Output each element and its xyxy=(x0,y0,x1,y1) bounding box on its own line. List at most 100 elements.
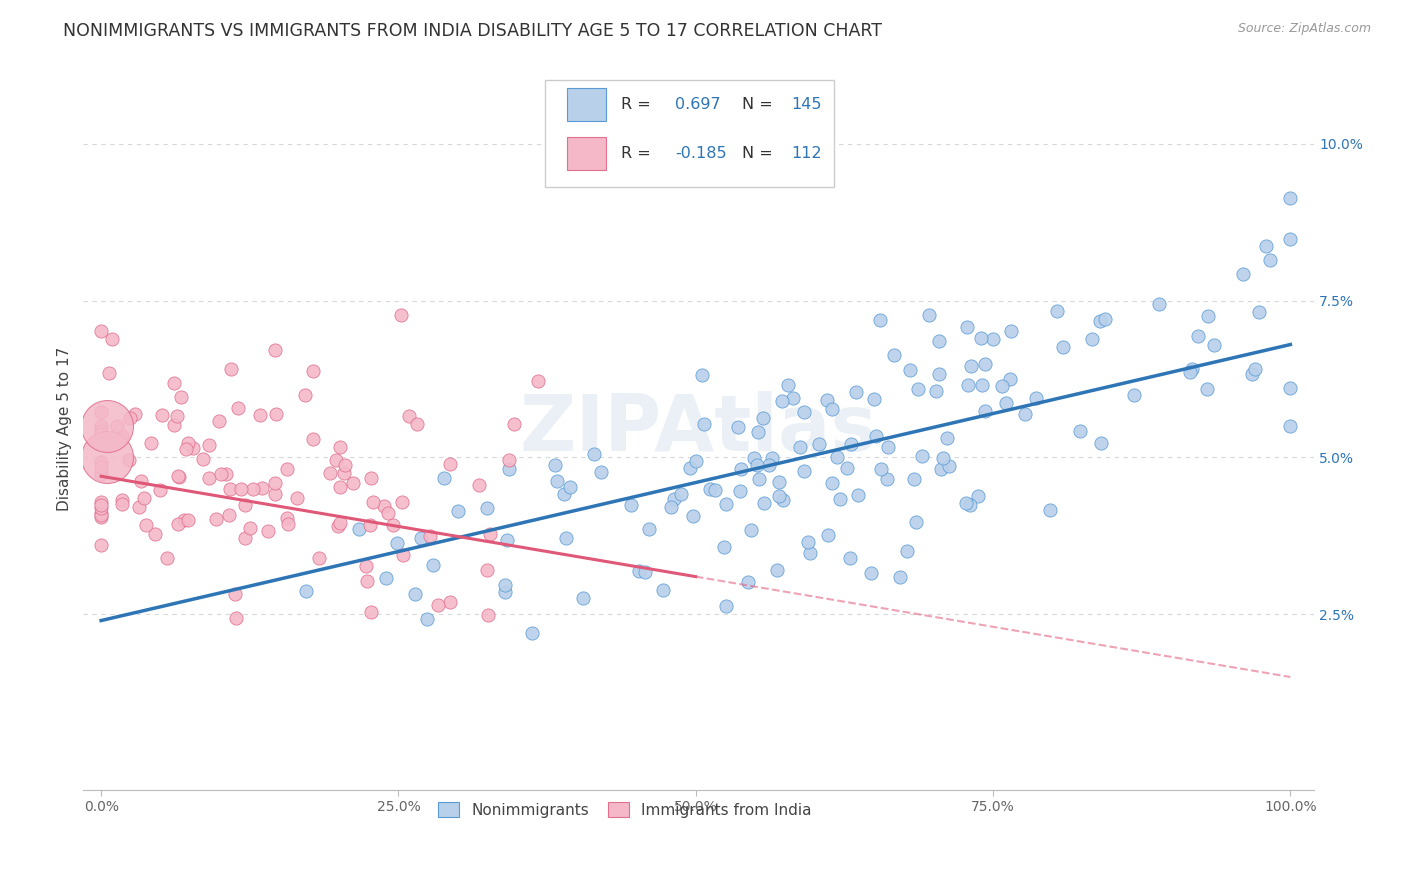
Point xyxy=(765,563,787,577)
Point xyxy=(389,308,412,322)
Point xyxy=(1204,338,1226,352)
Point xyxy=(716,497,738,511)
Point xyxy=(1090,436,1112,450)
Text: 145: 145 xyxy=(792,97,821,112)
Point xyxy=(555,531,578,545)
Point xyxy=(911,449,934,463)
Point xyxy=(333,466,356,480)
Point xyxy=(411,531,433,545)
Point xyxy=(1039,503,1062,517)
Point xyxy=(782,391,804,405)
Point xyxy=(883,348,905,362)
Point xyxy=(1279,419,1302,434)
Point xyxy=(651,582,673,597)
Point xyxy=(252,482,274,496)
Point xyxy=(342,476,364,491)
Point xyxy=(349,522,371,536)
Point xyxy=(1197,309,1219,323)
Point xyxy=(419,529,441,543)
Point xyxy=(1279,191,1302,205)
Point xyxy=(233,498,256,512)
Point xyxy=(1247,305,1270,319)
Point xyxy=(543,458,565,473)
Point xyxy=(1178,365,1201,379)
Point xyxy=(360,605,382,619)
Text: 112: 112 xyxy=(792,146,821,161)
Point xyxy=(231,482,253,496)
Point xyxy=(778,378,800,392)
Point xyxy=(839,550,862,565)
Point xyxy=(991,379,1014,393)
Point xyxy=(932,450,955,465)
Point xyxy=(876,440,898,454)
Point xyxy=(527,374,550,388)
Point xyxy=(1081,332,1104,346)
Point xyxy=(761,450,783,465)
Point xyxy=(373,500,395,514)
Point xyxy=(959,359,981,374)
Point xyxy=(422,558,444,572)
Point xyxy=(972,378,994,392)
Point xyxy=(90,324,112,338)
Point xyxy=(995,396,1018,410)
Point xyxy=(96,419,118,434)
Point xyxy=(176,442,198,456)
Point xyxy=(1052,340,1074,354)
FancyBboxPatch shape xyxy=(546,80,834,186)
Point xyxy=(198,438,221,452)
Point xyxy=(90,538,112,552)
Point xyxy=(149,483,172,497)
Point xyxy=(426,598,449,612)
Point xyxy=(156,550,179,565)
Point xyxy=(740,523,762,537)
Point xyxy=(242,482,264,496)
Point xyxy=(105,419,128,434)
Point xyxy=(318,466,340,480)
Point xyxy=(1187,329,1209,343)
Point xyxy=(1025,391,1047,405)
Point xyxy=(496,533,519,547)
Point xyxy=(815,392,838,407)
Point xyxy=(863,392,886,406)
Point xyxy=(375,571,398,585)
Text: -0.185: -0.185 xyxy=(675,146,727,161)
Point xyxy=(191,451,214,466)
Point xyxy=(111,493,134,508)
Point xyxy=(582,447,605,461)
Point xyxy=(132,491,155,505)
Point xyxy=(959,498,981,512)
Point xyxy=(522,626,544,640)
Point xyxy=(264,487,287,501)
Point xyxy=(821,402,844,417)
Point xyxy=(325,453,347,467)
Point xyxy=(682,508,704,523)
Point xyxy=(173,512,195,526)
Point xyxy=(90,498,112,512)
Point xyxy=(359,517,381,532)
Point xyxy=(177,513,200,527)
Point xyxy=(737,575,759,590)
Point xyxy=(128,500,150,514)
Point xyxy=(998,372,1021,386)
Point xyxy=(799,546,821,560)
Point xyxy=(589,465,612,479)
Text: ZIPAtlas: ZIPAtlas xyxy=(520,392,877,467)
Point xyxy=(758,458,780,472)
Point xyxy=(659,500,682,515)
Point xyxy=(152,408,174,422)
Point xyxy=(263,343,285,357)
Point xyxy=(233,531,256,545)
Point xyxy=(208,414,231,428)
Point xyxy=(301,432,323,446)
Point xyxy=(845,385,868,400)
Point xyxy=(90,467,112,481)
Text: Source: ZipAtlas.com: Source: ZipAtlas.com xyxy=(1237,22,1371,36)
Point xyxy=(572,591,595,605)
Point xyxy=(498,453,520,467)
Point xyxy=(398,409,420,424)
Point xyxy=(807,436,830,450)
Text: R =: R = xyxy=(621,146,657,161)
Point xyxy=(264,475,287,490)
Point xyxy=(249,409,271,423)
Point xyxy=(970,330,993,344)
